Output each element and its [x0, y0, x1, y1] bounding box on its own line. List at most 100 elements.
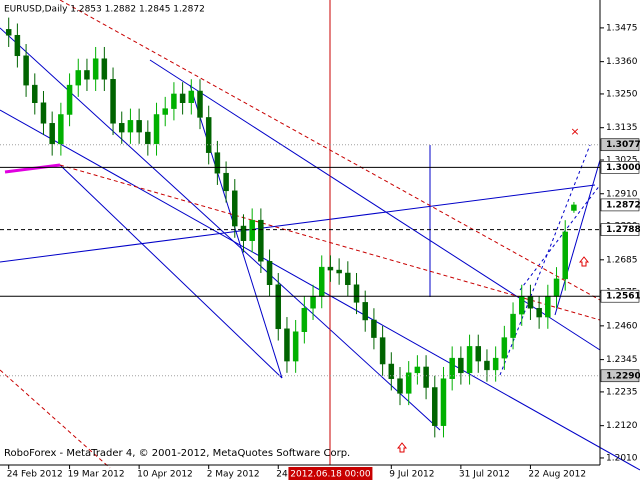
- y-tick-label: 1.3135: [606, 123, 638, 133]
- candle-body: [266, 261, 273, 286]
- candle-body: [66, 84, 73, 115]
- candle-body: [327, 266, 334, 271]
- y-tick-label: 1.3475: [606, 23, 638, 33]
- candle-body: [23, 55, 29, 86]
- candle-body: [345, 272, 351, 286]
- wave-line: [189, 84, 283, 379]
- channel-line: [519, 184, 601, 291]
- trend-line: [0, 184, 596, 263]
- candle-body: [318, 266, 325, 297]
- wave-line: [59, 164, 283, 379]
- channel-line: [149, 59, 601, 351]
- candle-body: [188, 90, 195, 103]
- candle-body: [5, 29, 12, 36]
- red-trend: [0, 369, 111, 469]
- candle-body: [501, 337, 508, 359]
- candle-body: [284, 328, 290, 362]
- price-box: [600, 138, 640, 152]
- candle-body: [145, 131, 151, 145]
- candle-body: [171, 93, 177, 109]
- candle-body: [240, 225, 247, 241]
- candle-body: [205, 117, 212, 153]
- candle-body: [545, 296, 551, 318]
- candle-body: [449, 357, 455, 379]
- candle-body: [49, 123, 55, 145]
- candle-body: [223, 172, 229, 192]
- candle-body: [362, 302, 368, 321]
- candle-body: [440, 378, 447, 426]
- y-tick-label: 1.2010: [606, 453, 638, 463]
- x-tick-label: 24 Feb 2012: [7, 470, 63, 480]
- candle-body: [101, 58, 108, 80]
- y-tick-label: 1.3360: [606, 57, 638, 67]
- candle-body: [475, 346, 482, 362]
- price-label: 1.3077: [606, 140, 640, 150]
- y-tick-label: 1.3250: [606, 89, 638, 99]
- candle-body: [336, 269, 342, 274]
- candle-body: [353, 284, 360, 303]
- x-tick-label: 22 Aug 2012: [528, 470, 586, 480]
- price-label: 1.2872: [606, 200, 640, 210]
- candle-body: [310, 296, 316, 309]
- candle-body: [405, 372, 412, 394]
- x-tick-label: 31 Jul 2012: [459, 470, 510, 480]
- channel-line: [499, 144, 591, 376]
- price-box: [600, 161, 640, 174]
- candle-body: [214, 152, 221, 174]
- target-mark: ×: [570, 125, 579, 138]
- candle-body: [153, 114, 160, 145]
- candle-body: [118, 123, 125, 133]
- wave-line: [554, 159, 601, 316]
- candle-body: [32, 84, 38, 103]
- price-label: 1.2788: [606, 225, 640, 235]
- candle-body: [536, 307, 542, 318]
- candle-body: [110, 79, 116, 124]
- x-tick-label: 10 Apr 2012: [137, 470, 193, 480]
- candle-body: [75, 70, 82, 86]
- up-arrow: [396, 442, 408, 453]
- price-box: [600, 369, 640, 383]
- candle-body: [423, 366, 429, 388]
- candle-body: [527, 296, 534, 309]
- price-label: 1.2561: [606, 292, 640, 302]
- candle-body: [58, 114, 64, 145]
- y-tick-label: 1.2235: [606, 387, 638, 397]
- price-box: [600, 198, 640, 212]
- candle-body: [162, 108, 168, 115]
- candle-body: [388, 363, 395, 379]
- candle-body: [249, 219, 255, 241]
- y-tick-label: 1.2910: [606, 189, 638, 199]
- up-arrow: [578, 256, 590, 267]
- price-box: [600, 289, 640, 303]
- candle-body: [458, 357, 464, 374]
- candle-body: [292, 331, 299, 362]
- y-tick-label: 1.2120: [606, 421, 638, 431]
- x-tick-label: 19 Mar 2012: [68, 470, 125, 480]
- candle-body: [466, 346, 473, 374]
- candle-body: [371, 319, 377, 338]
- candle-body: [197, 90, 203, 118]
- candle-body: [562, 231, 568, 280]
- candle-body: [379, 337, 386, 365]
- y-tick-label: 1.2460: [606, 321, 638, 331]
- price-label: 1.3000: [606, 163, 640, 173]
- x-tick-label: 9 Jul 2012: [389, 470, 434, 480]
- candle-body: [414, 366, 421, 374]
- candle-body: [484, 360, 490, 371]
- candle-body: [510, 313, 516, 338]
- candle-body: [232, 190, 238, 227]
- x-tick-label: 2 May 2012: [207, 470, 260, 480]
- candle-body: [92, 58, 99, 80]
- marker-line: [4, 163, 61, 174]
- candle-body: [492, 357, 499, 371]
- chart-title: EURUSD,Daily 1.2853 1.2882 1.2845 1.2872: [4, 5, 205, 15]
- candle-body: [553, 278, 560, 297]
- footer: RoboForex - MetaTrader 4, © 2001-2012, M…: [4, 448, 350, 459]
- price-box: [600, 223, 640, 236]
- cursor-label: 2012.06.18 00:00: [290, 470, 371, 480]
- candle-body: [518, 296, 525, 315]
- candle-body: [179, 93, 186, 103]
- y-tick-label: 1.2685: [606, 255, 638, 265]
